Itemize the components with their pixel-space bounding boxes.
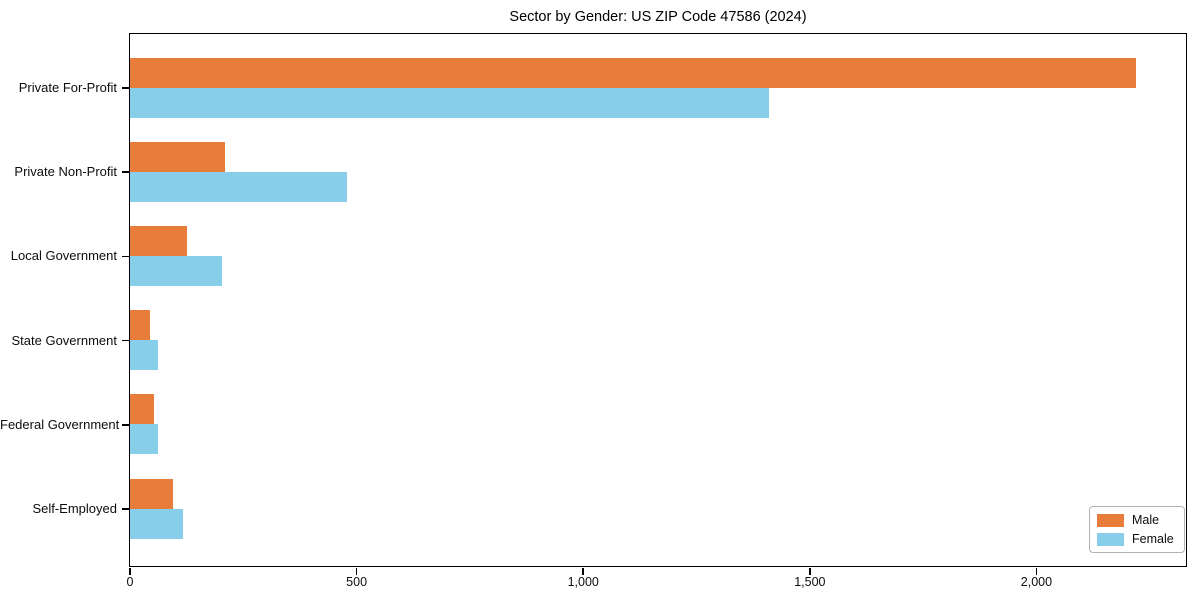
y-tick-mark: [121, 87, 130, 89]
bar-male-1: [129, 57, 1136, 88]
legend-swatch-male: [1097, 513, 1124, 527]
legend-entry-male: Male: [1097, 513, 1174, 527]
legend-swatch-female: [1097, 532, 1124, 546]
x-tick-label: 500: [346, 575, 368, 589]
category-label: Local Government: [10, 248, 117, 264]
legend: Male Female: [1089, 506, 1185, 553]
x-tick-mark: [1035, 567, 1038, 575]
plot-area: [128, 32, 1187, 567]
y-tick-mark: [121, 339, 130, 342]
x-tick-label: 1,000: [567, 575, 599, 589]
category-label: Private For-Profit: [18, 80, 117, 95]
bar-male-6: [129, 478, 174, 509]
bar-male-5: [129, 394, 154, 425]
bar-female-6: [129, 508, 183, 539]
legend-label-male: Male: [1132, 513, 1160, 527]
bar-male-3: [129, 225, 187, 256]
bar-female-2: [129, 171, 348, 202]
x-tick-label: 2,000: [1020, 575, 1053, 589]
bar-male-4: [129, 310, 150, 341]
y-tick-mark: [121, 424, 130, 426]
legend-label-female: Female: [1132, 532, 1174, 546]
legend-entry-female: Female: [1097, 532, 1174, 546]
x-tick-mark: [355, 567, 358, 575]
y-tick-mark: [121, 255, 130, 258]
x-tick-label: 1,500: [794, 575, 826, 589]
y-tick-mark: [121, 171, 130, 173]
x-tick-label: 0: [126, 575, 134, 589]
x-tick-mark: [582, 567, 584, 575]
bar-female-5: [129, 424, 159, 455]
category-label: State Government: [11, 332, 118, 348]
category-label: Federal Government: [0, 416, 120, 432]
category-label: Private Non-Profit: [14, 164, 117, 180]
x-tick-mark: [129, 567, 131, 575]
bar-female-4: [129, 340, 158, 371]
category-label: Self-Employed: [32, 501, 117, 516]
bar-female-3: [129, 255, 222, 286]
y-tick-mark: [121, 508, 130, 510]
chart-title: Sector by Gender: US ZIP Code 47586 (202…: [509, 9, 807, 25]
bar-female-1: [129, 87, 769, 118]
bar-male-2: [129, 141, 225, 172]
x-tick-mark: [809, 567, 811, 575]
